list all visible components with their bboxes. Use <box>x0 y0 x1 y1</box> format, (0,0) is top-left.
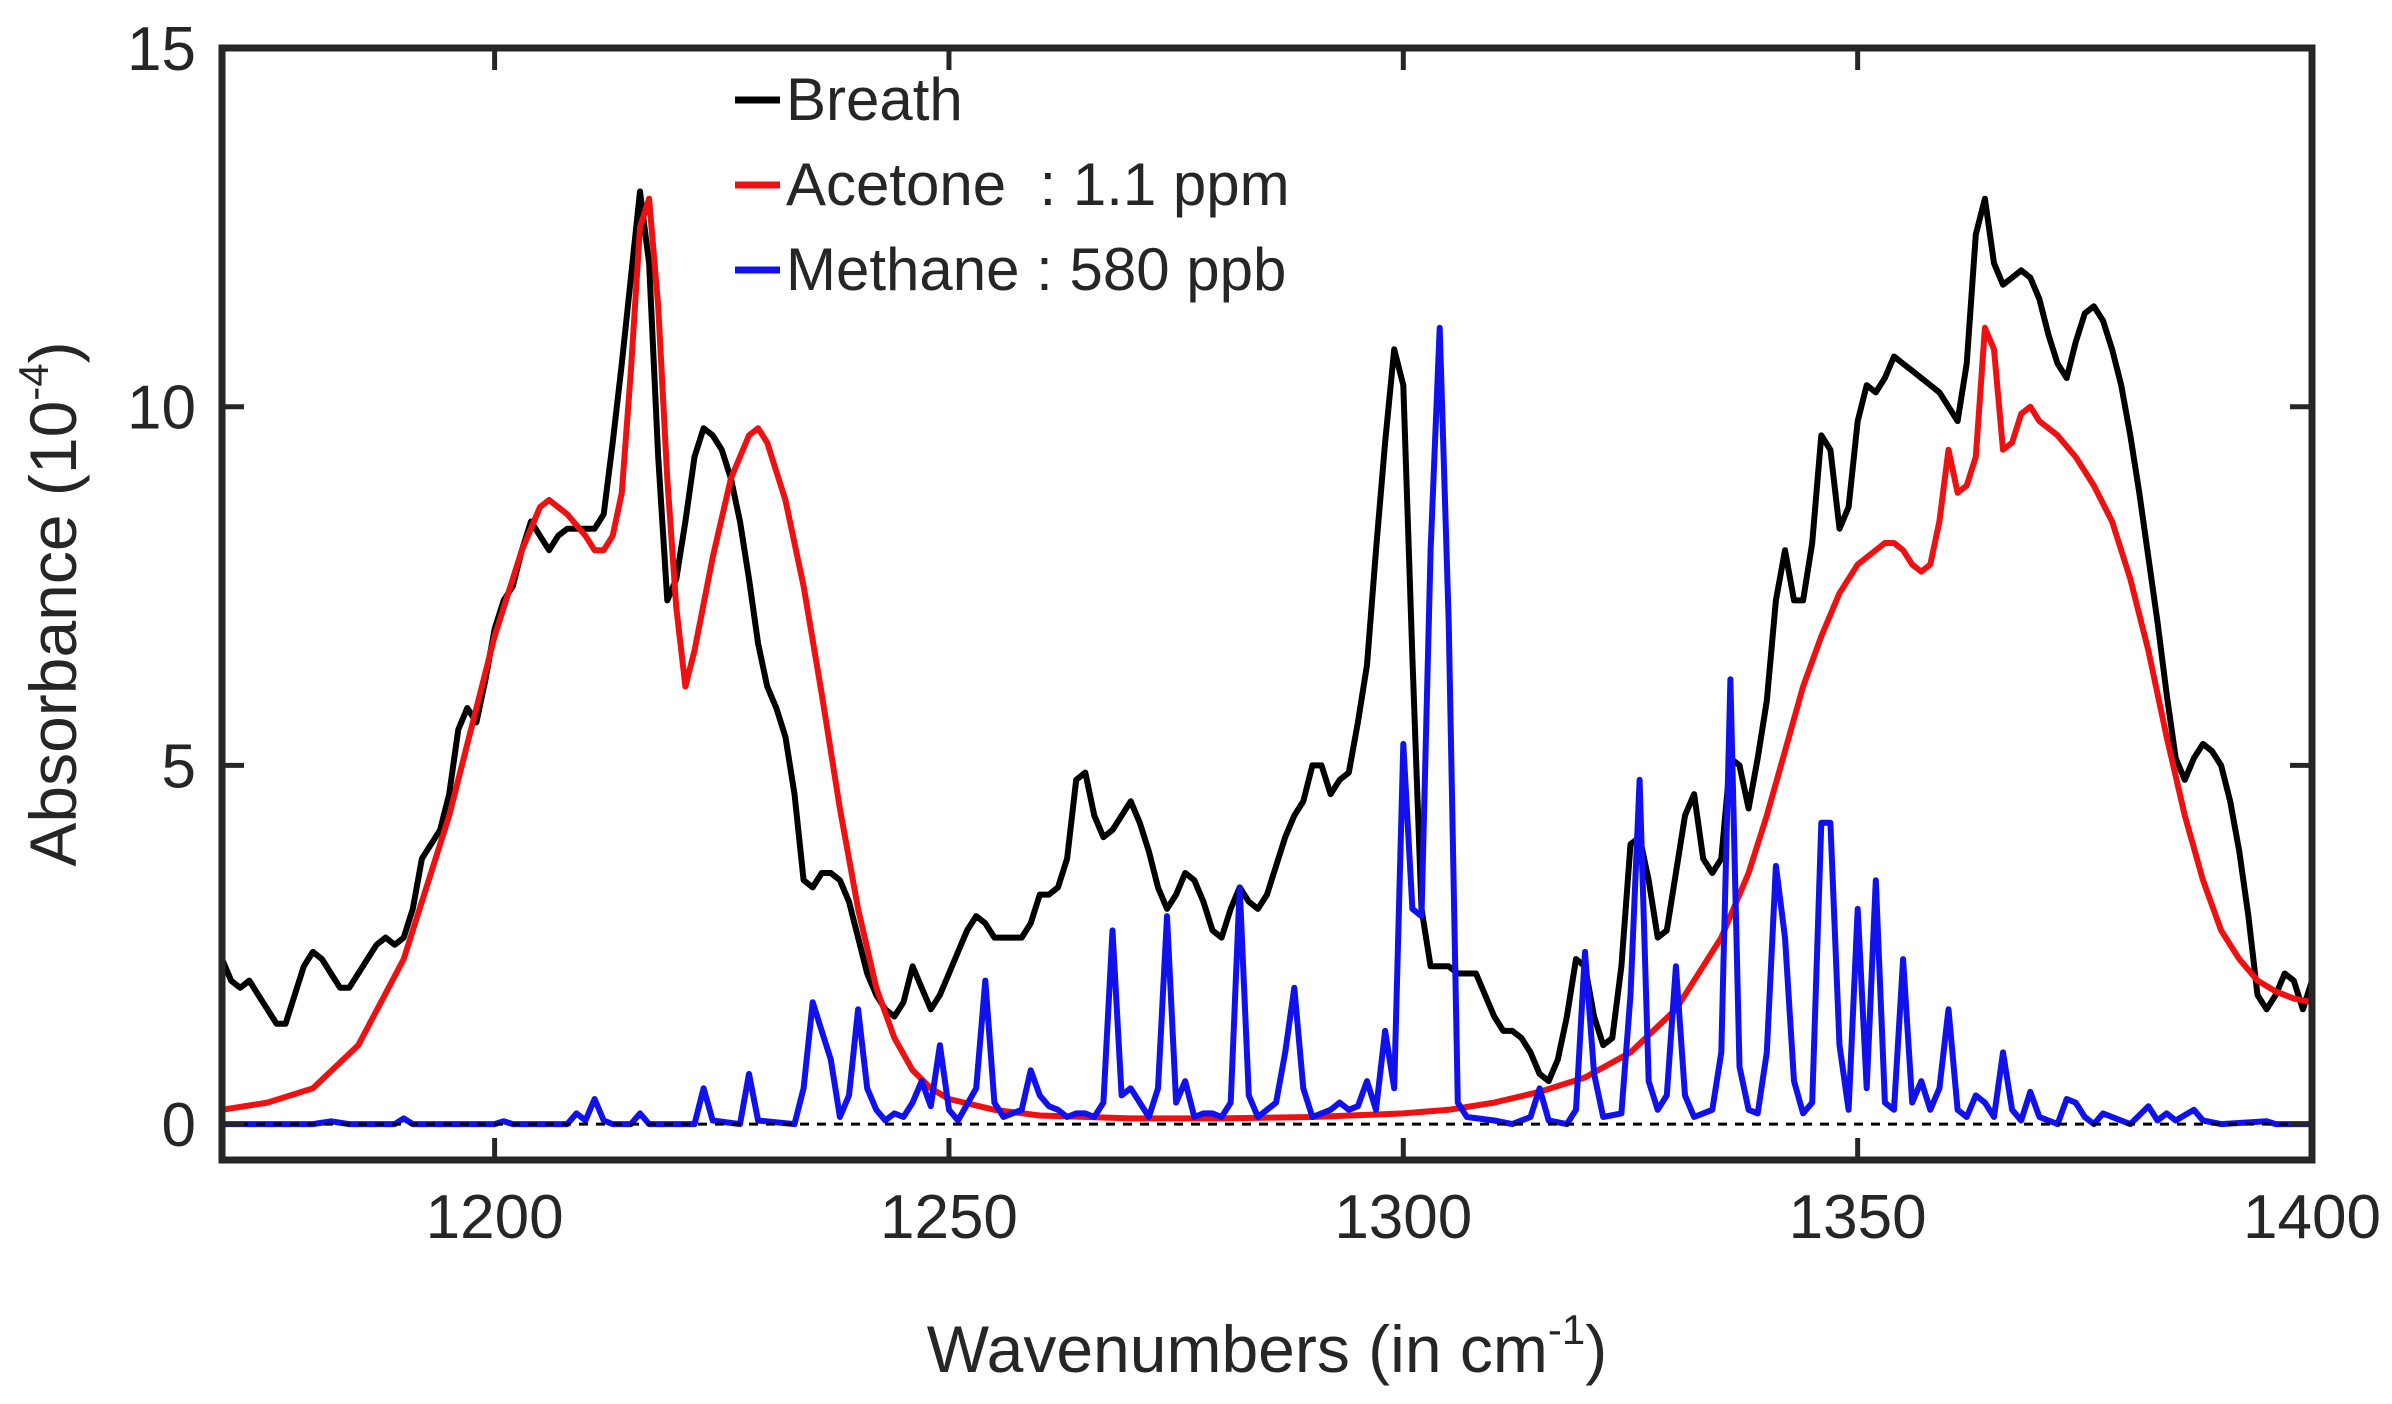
y-tick-label-5: 5 <box>162 732 196 801</box>
legend-label-methane: Methane : 580 ppb <box>786 236 1286 303</box>
y-tick-label-0: 0 <box>162 1091 196 1160</box>
x-tick-label-1300: 1300 <box>1334 1183 1472 1252</box>
acetone-series-line <box>222 195 2312 1122</box>
methane-series-line <box>222 324 2312 1128</box>
tick-labels: 1200 1250 1300 1350 1400 0 5 10 15 <box>127 15 2381 1252</box>
y-axis-title: Absorbance (10-4) <box>10 341 90 866</box>
x-tick-label-1350: 1350 <box>1789 1183 1927 1252</box>
y-tick-label-10: 10 <box>127 374 196 443</box>
x-axis-title: Wavenumbers (in cm-1) <box>927 1306 1607 1386</box>
x-tick-label-1400: 1400 <box>2243 1183 2381 1252</box>
x-axis-title-suffix: ) <box>1585 1312 1607 1386</box>
x-tick-label-1200: 1200 <box>426 1183 564 1252</box>
series-layer <box>222 188 2312 1128</box>
x-axis-title-superscript: -1 <box>1548 1306 1585 1353</box>
legend: Breath Acetone : 1.1 ppm Methane : 580 p… <box>735 66 1290 303</box>
y-tick-label-15: 15 <box>127 15 196 84</box>
y-axis-title-superscript: -4 <box>10 363 57 400</box>
plot-frame <box>218 44 2316 1164</box>
y-axis-title-suffix: ) <box>16 341 90 363</box>
legend-label-breath: Breath <box>786 66 963 133</box>
breath-series-line <box>222 188 2312 1085</box>
x-tick-label-1250: 1250 <box>880 1183 1018 1252</box>
legend-label-acetone: Acetone : 1.1 ppm <box>786 151 1290 218</box>
